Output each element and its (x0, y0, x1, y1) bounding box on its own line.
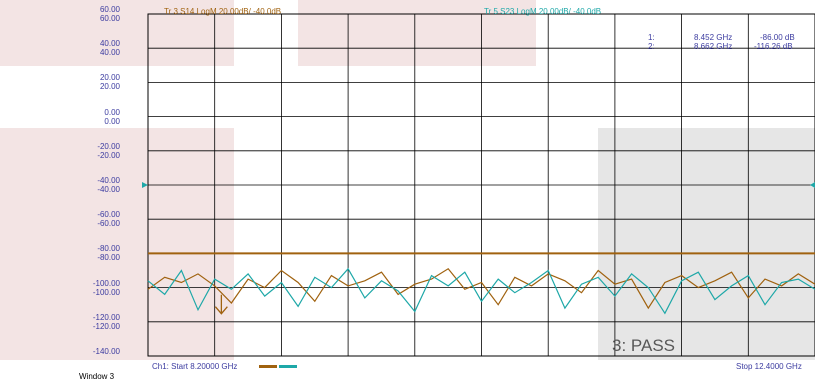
y-tick-label: -140.00 (92, 347, 120, 356)
y-tick-label: 0.00 (104, 116, 120, 126)
trace-label-s14: Tr 3 S14 LogM 20.00dB/ -40.0dB (164, 7, 282, 16)
marker-arrow-head (214, 306, 228, 315)
y-tick-label: 60.00 (99, 14, 120, 23)
stop-frequency-label: Stop 12.4000 GHz (736, 362, 802, 371)
shade-block-mid-left (0, 128, 234, 360)
marker-2-id: 2: (648, 42, 655, 51)
series-line-2 (147, 267, 815, 315)
y-tick-label: -80.00 (97, 244, 120, 254)
y-tick-label: -20.00 (97, 141, 120, 151)
y-tick-label: -40.00 (97, 185, 120, 194)
marker-2-freq: 8.662 GHz (694, 42, 733, 51)
y-tick-label: -100.00 (92, 278, 120, 288)
y-tick-label: 0.00 (104, 107, 120, 117)
trace-swatch-s23 (279, 365, 297, 368)
y-tick-label: -20.00 (97, 150, 120, 160)
y-tick-label: -120.00 (92, 321, 120, 331)
shade-block-top-left (0, 0, 234, 66)
marker-1-id: 1: (648, 33, 655, 42)
y-tick-label: 40.00 (99, 48, 120, 58)
y-tick-label: -100.00 (92, 287, 120, 297)
window-label: Window 3 (79, 372, 115, 381)
chart-overlays (142, 182, 815, 315)
y-tick-label: 40.00 (99, 39, 120, 49)
pass-status: 3: PASS (612, 336, 675, 355)
y-tick-label: 60.00 (99, 5, 120, 14)
shade-block-top-center (298, 0, 536, 66)
marker-2-value: -116.26 dB (754, 42, 793, 51)
y-tick-label: -60.00 (97, 210, 120, 220)
y-tick-label: -120.00 (92, 312, 120, 322)
shade-block-mid-right (598, 128, 815, 360)
chart-lines (147, 267, 815, 315)
trace-swatch-s14 (259, 365, 277, 368)
y-tick-label: 20.00 (99, 73, 120, 83)
y-tick-label: -60.00 (97, 219, 120, 229)
y-tick-label: -40.00 (97, 176, 120, 185)
trace-label-s23: Tr 5 S23 LogM 20.00dB/ -40.0dB (484, 7, 602, 16)
marker-1-value: -86.00 dB (760, 33, 795, 42)
reference-level-marker (142, 182, 148, 188)
series-line-1 (147, 268, 815, 310)
y-tick-label: -80.00 (97, 253, 120, 263)
marker-1-freq: 8.452 GHz (694, 33, 733, 42)
start-frequency-label: Ch1: Start 8.20000 GHz (152, 362, 238, 371)
y-tick-label: 20.00 (99, 82, 120, 92)
grid (147, 13, 815, 357)
reference-level-marker-right (810, 182, 815, 188)
